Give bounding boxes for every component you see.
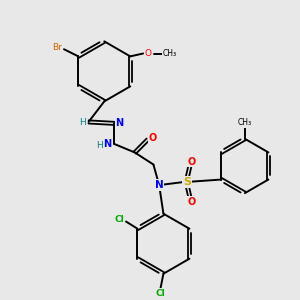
Text: CH₃: CH₃ <box>163 49 177 58</box>
Text: O: O <box>187 157 195 167</box>
Text: Cl: Cl <box>115 215 124 224</box>
Text: H: H <box>79 118 86 127</box>
Text: N: N <box>103 139 111 149</box>
Text: Cl: Cl <box>156 289 165 298</box>
Text: O: O <box>145 49 152 58</box>
Text: S: S <box>183 177 191 187</box>
Text: Br: Br <box>52 43 62 52</box>
Text: CH₃: CH₃ <box>238 118 252 127</box>
Text: N: N <box>155 180 164 190</box>
Text: O: O <box>187 197 195 207</box>
Text: O: O <box>149 133 157 143</box>
Text: N: N <box>116 118 124 128</box>
Text: H: H <box>96 141 103 150</box>
